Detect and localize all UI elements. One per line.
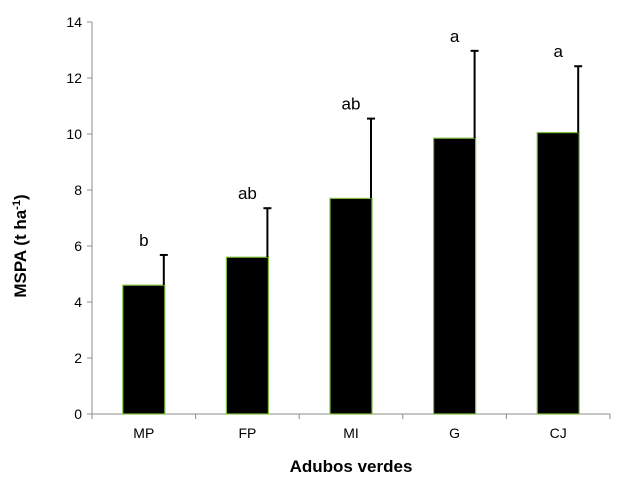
significance-letter-fp: ab [238,184,257,203]
y-tick-label: 4 [74,294,82,310]
y-axis-title-suffix: ) [11,194,30,200]
error-bars [159,49,583,286]
significance-letter-mi: ab [342,95,361,114]
bars [122,132,580,415]
bar-g [433,137,477,415]
y-tick-label: 2 [74,350,82,366]
x-axis-title: Adubos verdes [290,457,413,476]
bar-mi [329,197,373,415]
bar-mp [122,284,166,415]
x-tick-label-g: G [449,425,460,441]
y-tick-label: 0 [74,406,82,422]
bar-fp [225,256,269,415]
x-tick-label-mi: MI [343,425,359,441]
significance-letter-g: a [450,27,460,46]
y-tick-label: 6 [74,238,82,254]
x-tick-label-mp: MP [133,425,154,441]
labels: 0 2 4 6 8 10 12 14 b MP ab FP ab MI a Ga CJ [66,14,566,441]
y-tick-label: 10 [66,126,82,142]
y-axis-title: MSPA (t ha-1) [11,194,30,297]
y-tick-label: 8 [74,182,82,198]
x-tick-label-cj: CJ [550,425,567,441]
significance-letter-mp: b [139,231,148,250]
x-tick-label-fp: FP [238,425,256,441]
y-tick-label: 14 [66,14,82,30]
axes [87,21,611,419]
bar-cj [536,132,580,415]
significance-letter-cj: a [553,42,563,61]
y-tick-label: 12 [66,70,82,86]
y-axis-title-superscript: -1 [11,200,23,210]
y-axis-title-main: MSPA (t ha [11,209,30,297]
